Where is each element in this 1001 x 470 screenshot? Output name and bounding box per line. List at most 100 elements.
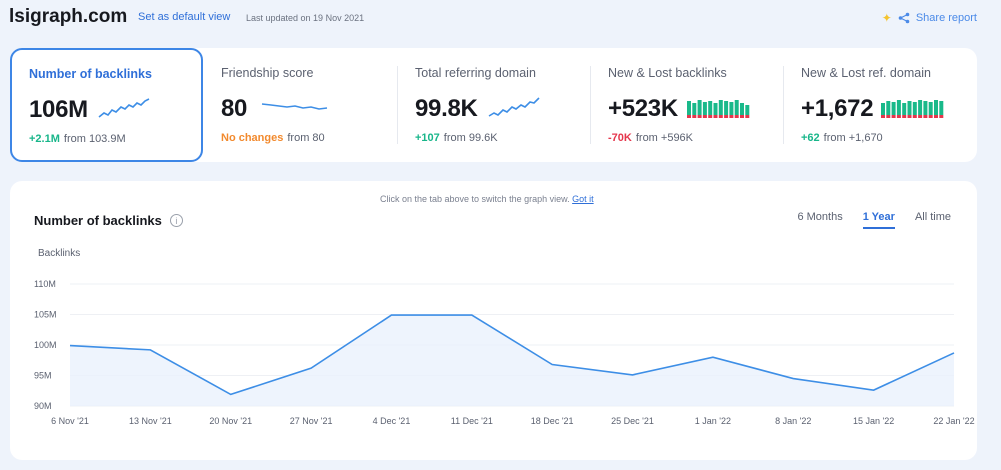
top-header: lsigraph.com Set as default view Last up…	[0, 0, 1001, 40]
spark-bar-lost	[692, 115, 697, 118]
spark-bar-new	[697, 100, 702, 115]
spark-bar-new	[939, 101, 944, 115]
card-value: +523K	[608, 95, 678, 122]
card-delta: -70K	[608, 132, 632, 144]
spark-bar-new	[907, 101, 912, 115]
card-delta: No changes	[221, 132, 284, 144]
spark-bar-lost	[928, 115, 933, 118]
x-tick-label: 6 Nov '21	[51, 416, 89, 426]
spark-bar-new	[881, 103, 886, 115]
share-icon	[898, 12, 910, 24]
spark-bar-lost	[923, 115, 928, 118]
divider	[397, 66, 398, 144]
spark-bar-lost	[902, 115, 907, 118]
chart-title: Number of backlinks i	[34, 213, 183, 228]
spark-bar-new	[902, 103, 907, 115]
x-tick-label: 18 Dec '21	[531, 416, 574, 426]
spark-bar-lost	[886, 115, 891, 118]
card-new-lost-ref-domain[interactable]: New & Lost ref. domain +1,672 +62 from +1…	[783, 48, 977, 162]
card-label: New & Lost ref. domain	[801, 66, 931, 80]
sparkline-icon	[98, 98, 150, 118]
spark-bar-lost	[739, 115, 744, 118]
card-label: Total referring domain	[415, 66, 536, 80]
spark-bar-lost	[697, 115, 702, 118]
spark-bar-lost	[734, 115, 739, 118]
spark-bar-new	[702, 102, 707, 115]
sparkle-icon: ✦	[881, 11, 892, 25]
card-label: Friendship score	[221, 66, 314, 80]
bar-sparkline-icon-refdomain	[881, 100, 944, 118]
spark-bar-new	[891, 102, 896, 115]
chart-title-text: Number of backlinks	[34, 213, 162, 228]
bar-sparkline-icon-backlinks	[686, 100, 750, 118]
spark-bar-new	[928, 102, 933, 115]
card-label: New & Lost backlinks	[608, 66, 727, 80]
card-from: from 99.6K	[443, 132, 498, 144]
tab-6-months[interactable]: 6 Months	[797, 211, 843, 223]
x-tick-label: 22 Jan '22	[933, 416, 974, 426]
spark-bar-lost	[702, 115, 707, 118]
spark-bar-new	[923, 101, 928, 115]
spark-bar-new	[724, 101, 729, 115]
backlinks-chart: 110M 105M 100M 95M 90M 6 Nov '21 13 Nov '21 20 …	[34, 279, 975, 426]
card-from: from +1,670	[823, 132, 883, 144]
card-value: 99.8K	[415, 95, 478, 122]
x-tick-label: 4 Dec '21	[373, 416, 411, 426]
spark-bar-new	[745, 105, 750, 115]
spark-bar-lost	[708, 115, 713, 118]
tab-all-time[interactable]: All time	[914, 211, 951, 223]
x-tick-label: 13 Nov '21	[129, 416, 172, 426]
card-value: +1,672	[801, 95, 874, 122]
info-icon[interactable]: i	[169, 214, 183, 227]
card-value: 106M	[29, 96, 88, 123]
graph-hint: Click on the tab above to switch the gra…	[380, 194, 594, 204]
share-report-label: Share report	[915, 12, 977, 24]
chart-card: Click on the tab above to switch the gra…	[10, 181, 977, 460]
spark-bar-lost	[918, 115, 923, 118]
card-from: from 80	[287, 132, 325, 144]
divider	[590, 66, 591, 144]
spark-bar-lost	[897, 115, 902, 118]
spark-bar-new	[886, 101, 891, 115]
got-it-link[interactable]: Got it	[572, 194, 594, 204]
x-tick-label: 20 Nov '21	[209, 416, 252, 426]
card-number-of-backlinks[interactable]: Number of backlinks 106M +2.1M from 103.9…	[10, 48, 203, 162]
sparkline-icon	[488, 97, 540, 117]
y-tick-label: 110M	[34, 279, 56, 289]
hint-text: Click on the tab above to switch the gra…	[380, 194, 570, 204]
domain-title: lsigraph.com	[9, 6, 128, 27]
card-friendship-score[interactable]: Friendship score 80 No changes from 80	[203, 48, 396, 162]
spark-bar-new	[918, 100, 923, 115]
card-from: from +596K	[635, 132, 694, 144]
sparkline-icon	[262, 103, 328, 110]
spark-bar-lost	[881, 115, 886, 118]
spark-bar-lost	[907, 115, 912, 118]
spark-bar-new	[913, 102, 918, 115]
card-new-lost-backlinks[interactable]: New & Lost backlinks +523K -70K from +596…	[590, 48, 783, 162]
card-from: from 103.9M	[63, 133, 126, 145]
spark-bar-lost	[934, 115, 939, 118]
spark-bar-new	[692, 103, 697, 115]
divider	[783, 66, 784, 144]
card-delta: +2.1M	[29, 133, 60, 145]
card-delta: +107	[415, 132, 440, 144]
x-tick-label: 25 Dec '21	[611, 416, 654, 426]
x-tick-label: 1 Jan '22	[695, 416, 731, 426]
card-total-referring-domain[interactable]: Total referring domain 99.8K +107 from 99…	[397, 48, 590, 162]
card-value: 80	[221, 95, 248, 122]
spark-bar-new	[739, 103, 744, 115]
spark-bar-new	[934, 100, 939, 115]
spark-bar-lost	[686, 115, 691, 118]
spark-bar-new	[708, 101, 713, 115]
spark-bar-lost	[713, 115, 718, 118]
spark-bar-lost	[913, 115, 918, 118]
tab-1-year[interactable]: 1 Year	[862, 211, 895, 229]
spark-bar-lost	[891, 115, 896, 118]
y-tick-label: 105M	[34, 310, 57, 320]
set-default-view-link[interactable]: Set as default view	[138, 11, 231, 23]
share-report-button[interactable]: ✦ Share report	[882, 11, 977, 25]
spark-bar-new	[897, 100, 902, 115]
y-axis-label: Backlinks	[38, 248, 81, 259]
spark-bar-lost	[939, 115, 944, 118]
spark-bar-new	[718, 100, 723, 115]
